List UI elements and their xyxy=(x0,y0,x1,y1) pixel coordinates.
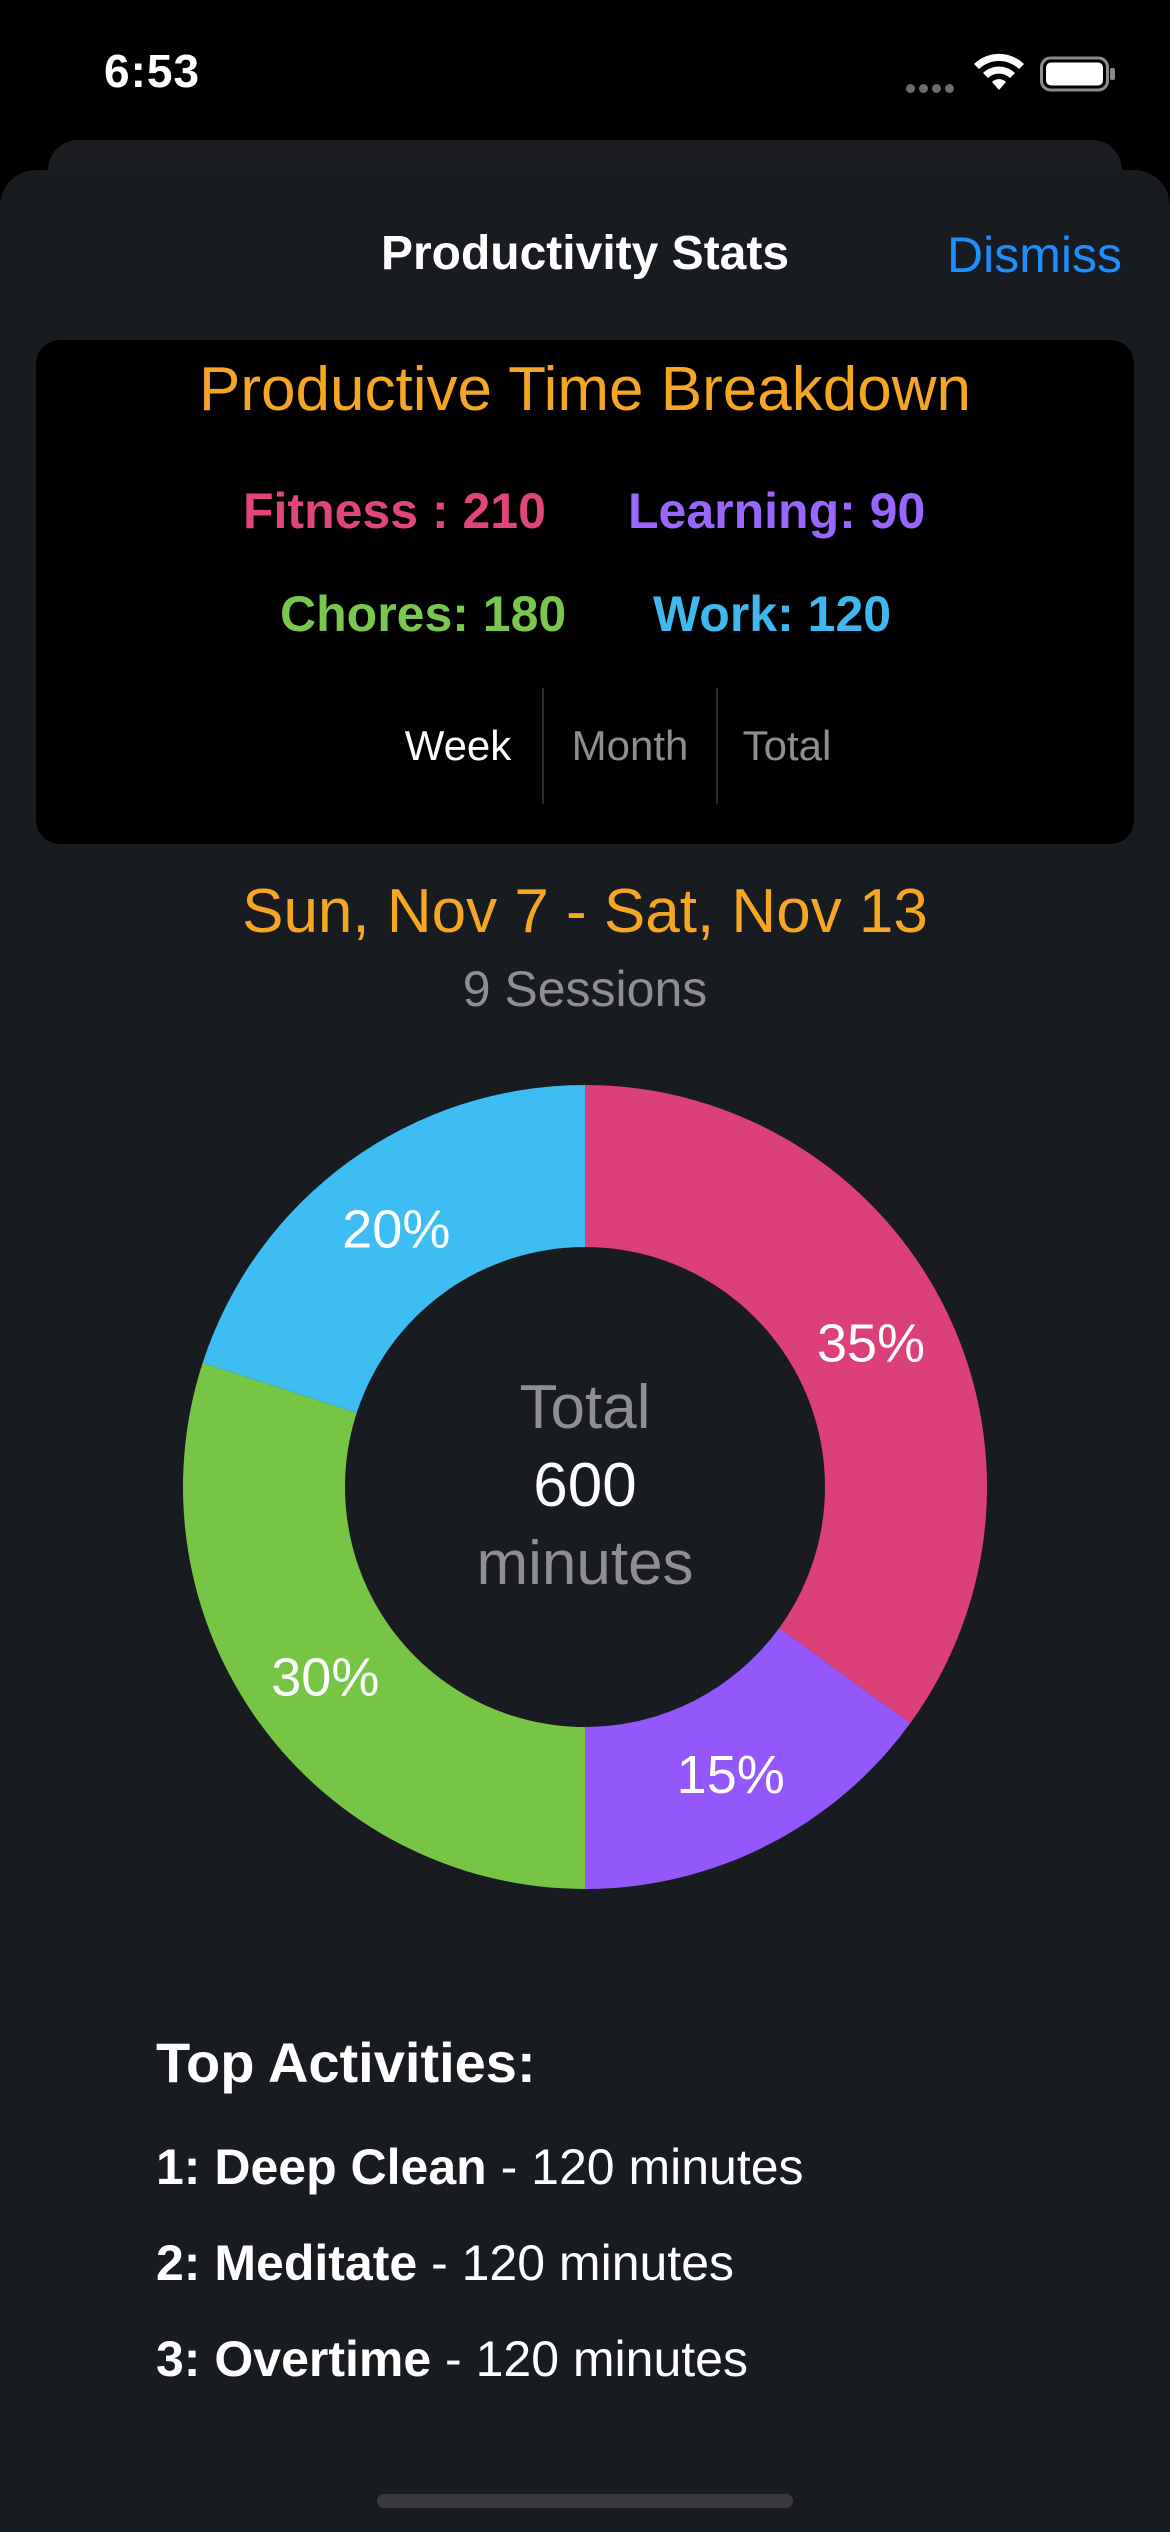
activity-name: Overtime xyxy=(214,2331,432,2387)
top-activities-heading: Top Activities: xyxy=(156,2031,536,2094)
legend-learning: Learning: 90 xyxy=(628,483,926,539)
dismiss-button[interactable]: Dismiss xyxy=(947,227,1122,283)
segment-total[interactable]: Total xyxy=(716,688,856,804)
donut-center-value: 600 xyxy=(533,1451,637,1520)
status-time: 6:53 xyxy=(104,45,201,97)
activity-name: Meditate xyxy=(214,2235,418,2291)
legend-work: Work: 120 xyxy=(653,586,892,642)
activity-detail: - 120 minutes xyxy=(417,2235,735,2291)
activity-detail: - 120 minutes xyxy=(486,2139,804,2195)
breakdown-title: Productive Time Breakdown xyxy=(199,355,971,424)
battery-icon xyxy=(1040,56,1115,92)
segment-week[interactable]: Week xyxy=(404,722,512,769)
donut-center-unit: minutes xyxy=(476,1529,694,1598)
status-bar: 6:53 xyxy=(0,0,1170,150)
legend-fitness: Fitness : 210 xyxy=(243,483,546,539)
legend-chores: Chores: 180 xyxy=(280,586,567,642)
activity-detail: - 120 minutes xyxy=(431,2331,748,2387)
activity-rank: 3: xyxy=(156,2331,201,2387)
activity-row: 3: Overtime - 120 minutes xyxy=(156,2330,748,2388)
wifi-icon xyxy=(974,53,1024,90)
activity-row: 2: Meditate - 120 minutes xyxy=(156,2234,734,2292)
stats-sheet: Productivity Stats Dismiss Productive Ti… xyxy=(0,170,1170,2532)
activity-row: 1: Deep Clean - 120 minutes xyxy=(156,2138,804,2196)
segment-month[interactable]: Month xyxy=(542,688,716,804)
period-segmented-control: Week Month Total xyxy=(374,688,856,804)
session-count: 9 Sessions xyxy=(462,961,708,1017)
home-indicator xyxy=(377,2494,793,2508)
donut-center-label: Total xyxy=(519,1373,651,1442)
activity-rank: 1: xyxy=(156,2139,201,2195)
date-range: Sun, Nov 7 - Sat, Nov 13 xyxy=(242,877,928,946)
activity-rank: 2: xyxy=(156,2235,201,2291)
activity-name: Deep Clean xyxy=(214,2139,487,2195)
cellular-signal-icon xyxy=(906,80,960,93)
breakdown-card: Productive Time Breakdown Fitness : 210 … xyxy=(36,340,1134,844)
page-title: Productivity Stats xyxy=(380,227,790,280)
